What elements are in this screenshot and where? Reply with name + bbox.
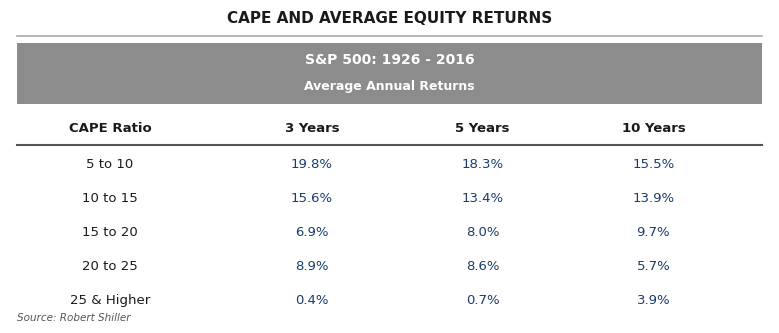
Text: 20 to 25: 20 to 25 [83, 260, 138, 273]
Text: CAPE AND AVERAGE EQUITY RETURNS: CAPE AND AVERAGE EQUITY RETURNS [227, 11, 552, 26]
Text: 15.5%: 15.5% [633, 159, 675, 171]
Text: 13.9%: 13.9% [633, 192, 675, 205]
Text: 5 Years: 5 Years [456, 122, 510, 135]
Text: 5.7%: 5.7% [636, 260, 670, 273]
Text: 8.6%: 8.6% [466, 260, 499, 273]
Text: 8.0%: 8.0% [466, 226, 499, 239]
Text: 0.7%: 0.7% [466, 294, 499, 307]
Text: 3.9%: 3.9% [636, 294, 670, 307]
Text: 10 to 15: 10 to 15 [83, 192, 138, 205]
Text: Average Annual Returns: Average Annual Returns [304, 80, 475, 93]
Text: 13.4%: 13.4% [462, 192, 504, 205]
FancyBboxPatch shape [17, 43, 762, 104]
Text: 10 Years: 10 Years [622, 122, 686, 135]
Text: 5 to 10: 5 to 10 [86, 159, 134, 171]
Text: CAPE Ratio: CAPE Ratio [69, 122, 151, 135]
Text: 8.9%: 8.9% [295, 260, 329, 273]
Text: 15 to 20: 15 to 20 [83, 226, 138, 239]
Text: 15.6%: 15.6% [291, 192, 333, 205]
Text: 6.9%: 6.9% [295, 226, 329, 239]
Text: 0.4%: 0.4% [295, 294, 329, 307]
Text: 9.7%: 9.7% [636, 226, 670, 239]
Text: Source: Robert Shiller: Source: Robert Shiller [17, 313, 130, 323]
Text: 19.8%: 19.8% [291, 159, 333, 171]
Text: 18.3%: 18.3% [462, 159, 504, 171]
Text: 3 Years: 3 Years [284, 122, 339, 135]
Text: S&P 500: 1926 - 2016: S&P 500: 1926 - 2016 [305, 53, 474, 67]
Text: 25 & Higher: 25 & Higher [70, 294, 150, 307]
